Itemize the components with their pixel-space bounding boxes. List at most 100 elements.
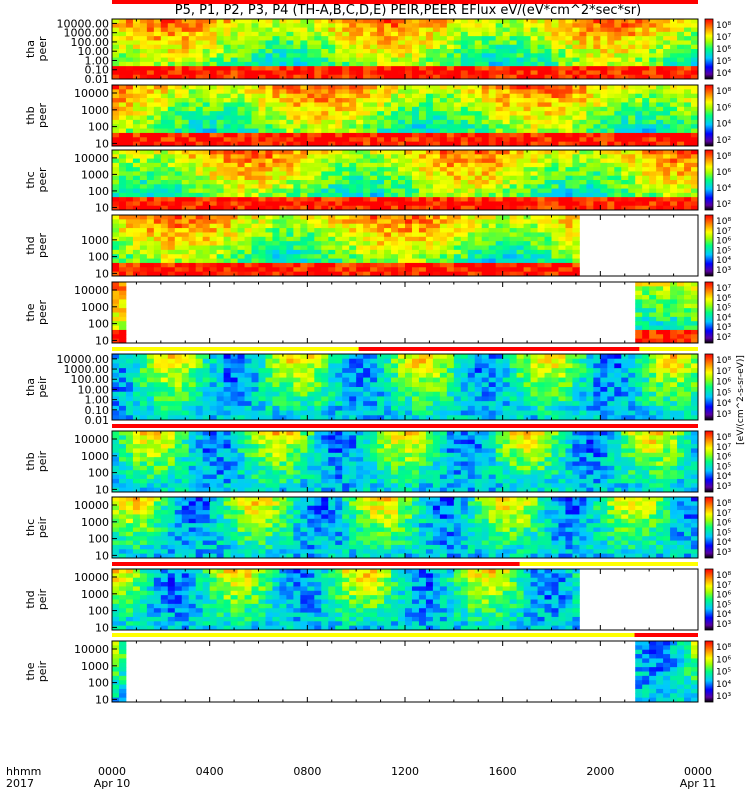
spectrogram-cell [146, 89, 155, 95]
spectrogram-cell [146, 61, 155, 67]
spectrogram-cell [300, 40, 308, 46]
spectrogram-cell [460, 192, 469, 198]
spectrogram-cell [509, 188, 518, 194]
spectrogram-cell [132, 180, 141, 185]
spectrogram-cell [537, 205, 545, 211]
spectrogram-cell [565, 132, 573, 138]
spectrogram-cell [377, 249, 385, 255]
spectrogram-cell [230, 219, 238, 225]
spectrogram-cell [439, 245, 448, 251]
spectrogram-cell [565, 188, 573, 194]
spectrogram-cell [516, 228, 524, 233]
spectrogram-cell [432, 74, 441, 80]
spectrogram-cell [572, 241, 580, 246]
spectrogram-cell [112, 405, 120, 411]
spectrogram-cell [125, 197, 134, 202]
spectrogram-cell [509, 119, 518, 125]
spectrogram-cell [523, 223, 531, 229]
spectrogram-cell [474, 111, 483, 116]
spectrogram-cell [635, 115, 643, 121]
spectrogram-cell [377, 23, 385, 28]
spectrogram-cell [600, 85, 608, 90]
spectrogram-cell [439, 57, 448, 63]
spectrogram-cell [537, 228, 545, 233]
spectrogram-cell [502, 119, 511, 125]
spectrogram-cell [516, 254, 524, 259]
spectrogram-cell [523, 236, 531, 242]
spectrogram-cell [411, 74, 420, 80]
spectrogram-cell [209, 262, 218, 268]
spectrogram-cell [314, 70, 322, 76]
spectrogram-cell [139, 119, 148, 125]
spectrogram-cell [160, 85, 169, 90]
spectrogram-cell [363, 66, 371, 71]
spectrogram-cell [530, 19, 538, 24]
spectrogram-cell [146, 119, 155, 125]
spectrogram-cell [384, 175, 392, 181]
spectrogram-cell [586, 167, 594, 172]
spectrogram-cell [677, 171, 685, 177]
spectrogram-cell [363, 219, 371, 225]
spectrogram-cell [258, 102, 266, 108]
spectrogram-cell [467, 53, 476, 58]
spectrogram-cell [691, 132, 699, 138]
spectrogram-cell [244, 70, 252, 76]
spectrogram-cell [293, 49, 301, 54]
spectrogram-cell [446, 180, 455, 185]
spectrogram-cell [642, 188, 650, 194]
spectrogram-cell [523, 106, 531, 112]
spectrogram-cell [370, 106, 378, 112]
spectrogram-cell [125, 162, 134, 168]
spectrogram-cell [439, 267, 448, 273]
spectrogram-cell [607, 124, 615, 129]
spectrogram-cell [328, 262, 336, 268]
spectrogram-cell [118, 70, 127, 76]
spectrogram-cell [307, 228, 315, 233]
spectrogram-cell [377, 171, 385, 177]
spectrogram-cell [328, 201, 336, 207]
spectrogram-cell [481, 132, 490, 138]
spectrogram-cell [405, 89, 413, 95]
spectrogram-cell [118, 85, 127, 90]
colorbar-tick-label: 10⁴ [716, 313, 731, 323]
colorbar-tick-label: 10⁴ [716, 256, 731, 266]
spectrogram-cell [328, 192, 336, 198]
spectrogram-cell [237, 188, 245, 194]
spectrogram-cell [684, 162, 692, 168]
spectrogram-cell [342, 271, 350, 277]
spectrogram-cell [572, 124, 580, 129]
spectrogram-cell [188, 124, 197, 129]
spectrogram-cell [230, 106, 238, 112]
spectrogram-cell [174, 184, 183, 189]
spectrogram-cell [321, 150, 329, 155]
spectrogram-cell [502, 154, 511, 159]
spectrogram-cell [663, 124, 671, 129]
spectrogram-cell [411, 180, 420, 185]
spectrogram-cell [209, 49, 218, 54]
spectrogram-cell [321, 180, 329, 185]
spectrogram-cell [453, 241, 462, 246]
spectrogram-cell [286, 188, 294, 194]
spectrogram-cell [663, 290, 671, 296]
spectrogram-cell [174, 49, 183, 54]
spectrogram-cell [363, 61, 371, 67]
spectrogram-cell [684, 316, 692, 322]
spectrogram-cell [502, 102, 511, 108]
spectrogram-cell [418, 119, 427, 125]
spectrogram-cell [460, 93, 469, 99]
spectrogram-cell [432, 188, 441, 194]
spectrogram-cell [502, 111, 511, 116]
spectrogram-cell [139, 23, 148, 28]
y-tick-label: 10000 [74, 152, 109, 165]
spectrogram-cell [432, 119, 441, 125]
spectrogram-cell [537, 158, 545, 164]
spectrogram-cell [425, 158, 434, 164]
spectrogram-cell [300, 115, 308, 121]
spectrogram-cell [153, 89, 162, 95]
spectrogram-cell [467, 245, 476, 251]
spectrogram-cell [230, 241, 238, 246]
spectrogram-cell [565, 137, 573, 143]
spectrogram-cell [607, 44, 615, 50]
spectrogram-cell [244, 262, 252, 268]
spectrogram-cell [265, 262, 273, 268]
